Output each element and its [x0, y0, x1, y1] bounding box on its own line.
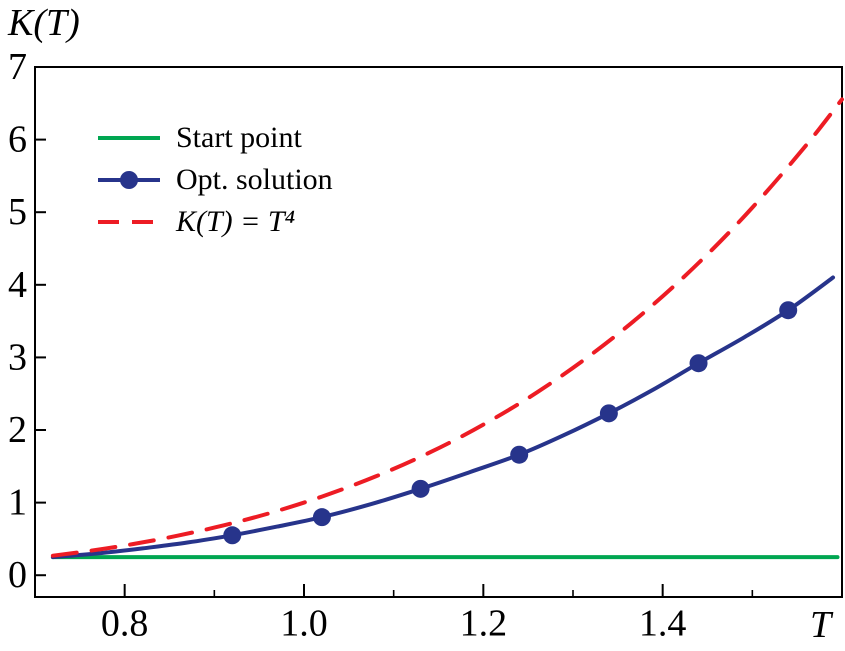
y-tick-label: 7	[8, 46, 27, 88]
legend-swatch-opt-solution	[98, 170, 160, 189]
x-tick-label: 1.2	[460, 602, 508, 644]
data-point-marker	[689, 354, 708, 373]
data-point-marker	[779, 301, 798, 320]
x-tick-label: 1.0	[280, 602, 328, 644]
data-point-marker	[599, 404, 618, 423]
legend-item-start-point: Start point	[96, 120, 333, 154]
series-line-opt-solution	[50, 275, 835, 560]
data-point-marker	[312, 508, 331, 527]
x-tick-label: 0.8	[101, 602, 149, 644]
legend-label-opt-solution: Opt. solution	[176, 162, 333, 196]
x-axis-title: T	[810, 604, 832, 646]
y-tick-label: 4	[8, 264, 27, 306]
data-point-marker	[411, 479, 430, 498]
legend-swatch-start-point	[98, 135, 160, 140]
data-point-marker	[510, 445, 529, 464]
legend-item-opt-solution: Opt. solution	[96, 162, 333, 196]
y-tick-label: 0	[8, 554, 27, 596]
legend: Start point Opt. solution K(T) = T⁴	[96, 120, 333, 238]
y-tick-label: 3	[8, 336, 27, 378]
y-tick-label: 2	[8, 409, 27, 451]
y-tick-label: 5	[8, 191, 27, 233]
plot-frame	[34, 66, 843, 598]
y-tick-label: 1	[8, 482, 27, 524]
data-point-marker	[223, 526, 242, 545]
legend-swatch-kt-formula	[98, 219, 160, 224]
legend-label-start-point: Start point	[176, 120, 302, 154]
legend-label-kt-formula: K(T) = T⁴	[176, 204, 296, 238]
legend-item-kt-formula: K(T) = T⁴	[96, 204, 333, 238]
y-axis-title: K(T)	[8, 2, 80, 44]
y-tick-label: 6	[8, 119, 27, 161]
series-line-k-t-t	[50, 97, 844, 558]
x-tick-label: 1.4	[639, 602, 687, 644]
legend-marker-dot	[120, 170, 138, 189]
